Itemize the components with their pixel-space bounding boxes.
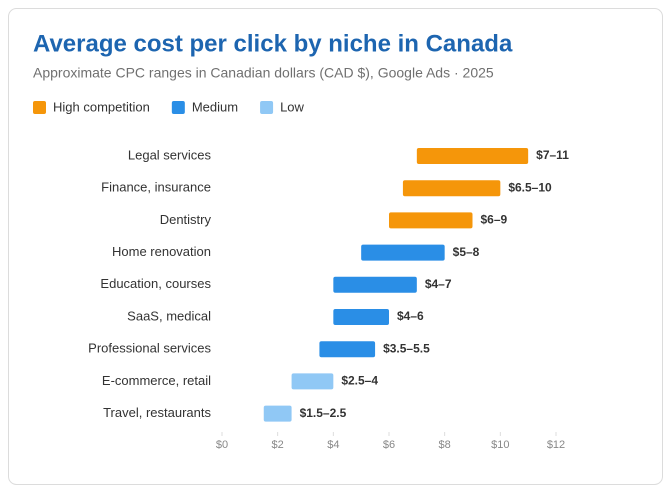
x-tick-label: $12 (547, 439, 565, 451)
value-label: $6–9 (481, 213, 508, 227)
value-label: $5–8 (453, 245, 480, 259)
bar (389, 212, 473, 229)
x-tick-label: $8 (439, 439, 451, 451)
value-label: $7–11 (536, 148, 569, 162)
category-label: Dentistry (160, 212, 212, 227)
bar (319, 341, 376, 358)
bar (333, 309, 389, 325)
bar (291, 373, 334, 390)
value-label: $2.5–4 (341, 374, 378, 388)
legend-swatch (33, 101, 46, 114)
x-tick-label: $0 (216, 439, 228, 451)
chart-title: Average cost per click by niche in Canad… (33, 30, 513, 57)
value-label: $6.5–10 (508, 180, 552, 194)
category-label: Legal services (128, 147, 212, 162)
bar (402, 180, 501, 197)
bar (263, 405, 292, 422)
category-label: Home renovation (112, 244, 211, 259)
x-tick-label: $10 (491, 439, 509, 451)
category-label: Professional services (88, 341, 211, 356)
legend-swatch (260, 101, 274, 114)
bar (333, 276, 417, 293)
category-label: Education, courses (100, 276, 211, 291)
bar (361, 244, 445, 261)
value-label: $3.5–5.5 (383, 341, 430, 355)
value-label: $4–7 (425, 277, 452, 291)
category-label: Finance, insurance (101, 180, 211, 195)
x-tick-label: $6 (383, 439, 395, 451)
legend-label: High competition (53, 99, 150, 114)
bar (416, 148, 529, 164)
legend-label: Low (280, 99, 304, 114)
category-label: SaaS, medical (127, 308, 211, 323)
value-label: $1.5–2.5 (300, 406, 347, 420)
x-tick-label: $2 (272, 439, 284, 451)
value-label: $4–6 (397, 309, 424, 323)
card (8, 8, 663, 485)
legend-label: Medium (192, 99, 238, 114)
category-label: E-commerce, retail (102, 373, 211, 388)
legend-swatch (171, 101, 185, 114)
x-tick-label: $4 (327, 439, 339, 451)
chart-subtitle: Approximate CPC ranges in Canadian dolla… (33, 65, 494, 81)
category-label: Travel, restaurants (103, 405, 211, 420)
